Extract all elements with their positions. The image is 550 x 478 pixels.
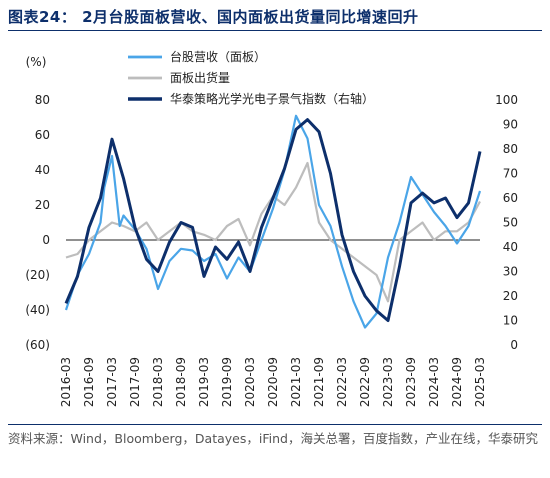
series-line-1 xyxy=(64,114,482,329)
x-tick-label: 2018-03 xyxy=(151,357,165,407)
x-tick-label: 2017-03 xyxy=(105,357,119,407)
left-tick-label: (20) xyxy=(25,268,50,282)
right-tick-label: 100 xyxy=(495,93,518,107)
x-tick-label: 2020-09 xyxy=(266,357,280,407)
x-tick-label: 2021-09 xyxy=(312,357,326,407)
right-tick-label: 80 xyxy=(503,142,518,156)
left-tick-label: (60) xyxy=(25,338,50,352)
right-tick-label: 30 xyxy=(503,265,518,279)
axes-group: (%)806040200(20)(40)(60)1009080706050403… xyxy=(25,55,518,407)
left-axis-unit: (%) xyxy=(26,55,47,69)
right-tick-label: 60 xyxy=(503,191,518,205)
x-tick-label: 2023-03 xyxy=(381,357,395,407)
x-tick-label: 2016-03 xyxy=(59,357,73,407)
x-tick-label: 2021-03 xyxy=(289,357,303,407)
chart-title: 图表24： 2月台股面板营收、国内面板出货量同比增速回升 xyxy=(8,8,419,26)
series-line-2 xyxy=(65,161,481,303)
x-tick-label: 2022-09 xyxy=(358,357,372,407)
right-tick-label: 50 xyxy=(503,216,518,230)
left-tick-label: 80 xyxy=(35,93,50,107)
right-tick-label: 70 xyxy=(503,167,518,181)
x-tick-label: 2017-09 xyxy=(128,357,142,407)
left-tick-label: (40) xyxy=(25,303,50,317)
x-tick-label: 2020-03 xyxy=(243,357,257,407)
title-rule xyxy=(8,30,542,31)
legend-label-2: 面板出货量 xyxy=(170,70,230,85)
legend-label-3: 华泰策略光学光电子景气指数（右轴） xyxy=(170,91,374,106)
x-tick-label: 2024-09 xyxy=(450,357,464,407)
left-tick-label: 40 xyxy=(35,163,50,177)
left-tick-label: 20 xyxy=(35,198,50,212)
series-line-3 xyxy=(64,118,482,322)
x-tick-label: 2024-03 xyxy=(427,357,441,407)
x-tick-label: 2018-09 xyxy=(174,357,188,407)
right-tick-label: 10 xyxy=(503,314,518,328)
series-group xyxy=(64,114,482,329)
right-tick-label: 40 xyxy=(503,240,518,254)
left-tick-label: 0 xyxy=(42,233,50,247)
x-tick-label: 2016-09 xyxy=(82,357,96,407)
x-tick-label: 2022-03 xyxy=(335,357,349,407)
source-rule xyxy=(8,424,542,425)
right-tick-label: 0 xyxy=(510,338,518,352)
right-tick-label: 20 xyxy=(503,289,518,303)
left-tick-label: 60 xyxy=(35,128,50,142)
x-tick-label: 2023-09 xyxy=(404,357,418,407)
legend-label-1: 台股营收（面板） xyxy=(170,49,266,64)
x-tick-label: 2019-03 xyxy=(197,357,211,407)
source-note: 资料来源：Wind，Bloomberg，Datayes，iFind，海关总署，百… xyxy=(8,431,538,446)
right-tick-label: 90 xyxy=(503,118,518,132)
x-tick-label: 2019-09 xyxy=(220,357,234,407)
x-tick-label: 2025-03 xyxy=(473,357,487,407)
